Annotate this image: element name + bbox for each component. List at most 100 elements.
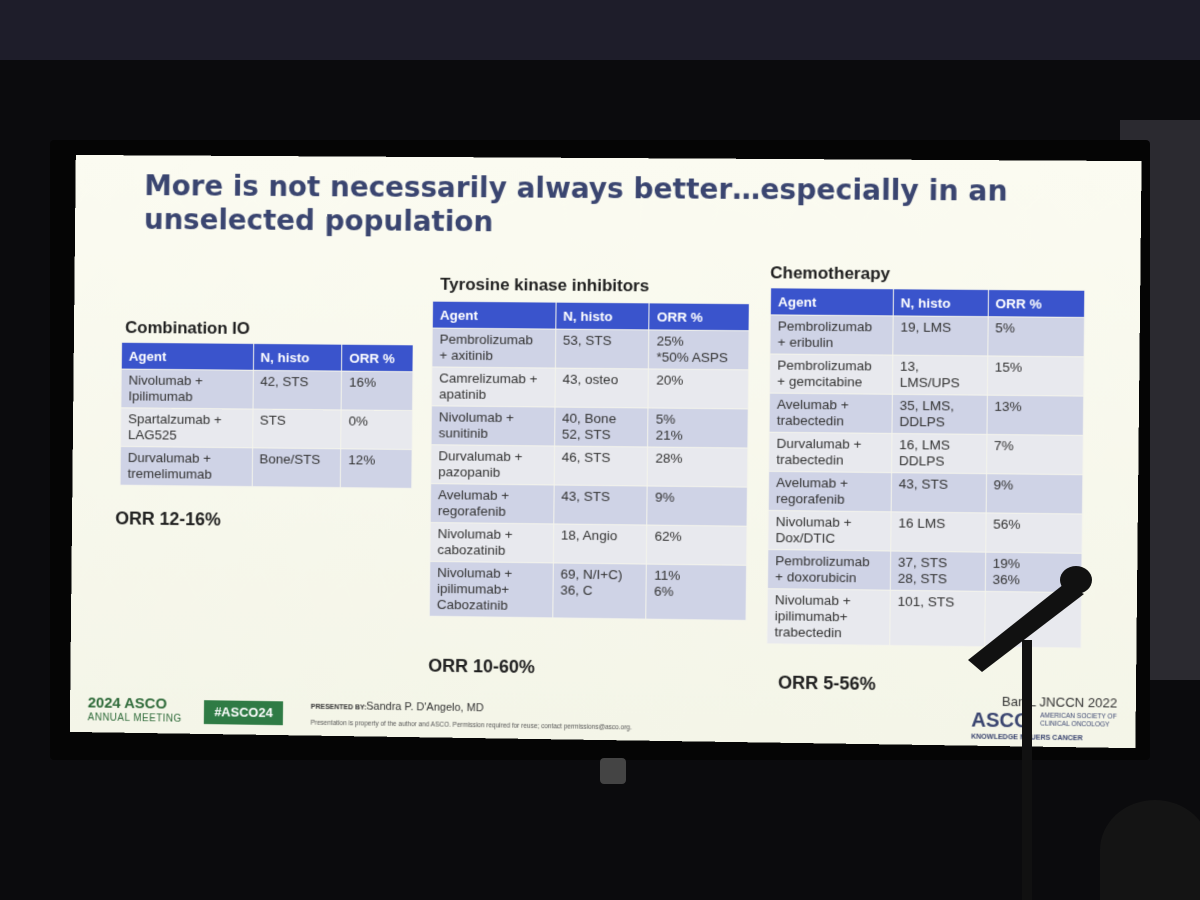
asco-meeting-subtitle: ANNUAL MEETING (88, 712, 182, 724)
asco-logo: ASCO (971, 709, 1030, 733)
table-cell: Durvalumab + tremelimumab (120, 446, 252, 486)
table-header-row: Agent N, histo ORR % (770, 288, 1084, 318)
table-cell (984, 591, 1081, 648)
table-row: Nivolumab + Ipilimumab 42, STS 16% (121, 369, 413, 411)
table-cell: 9% (647, 486, 747, 526)
table-cell: Nivolumab + ipilimumab+ trabectedin (767, 589, 890, 646)
table-row: Nivolumab + Dox/DTIC 16 LMS 56% (768, 510, 1083, 553)
table-row: Spartalzumab + LAG525 STS 0% (120, 408, 412, 450)
table-header-row: Agent N, histo ORR % (121, 342, 413, 371)
table-cell: 7% (986, 434, 1083, 474)
table-row: Durvalumab + tremelimumab Bone/STS 12% (120, 446, 412, 488)
table-row: Pembrolizumab + eribulin 19, LMS 5% (770, 315, 1085, 357)
citation: Ban L JNCCN 2022 (1002, 694, 1118, 711)
chemo-table: Agent N, histo ORR % Pembrolizumab + eribu… (766, 287, 1085, 648)
audience-head (1100, 800, 1200, 900)
table-row: Pembrolizumab + doxorubicin 37, STS 28, S… (767, 550, 1082, 593)
asco-tagline: KNOWLEDGE NQUERS CANCER (971, 734, 1083, 743)
table-cell: Bone/STS (252, 448, 341, 488)
table-cell: Pembrolizumab + doxorubicin (767, 550, 890, 591)
table-row: Nivolumab + ipilimumab+ trabectedin 101, … (767, 589, 1082, 648)
table-cell: 19% 36% (985, 552, 1082, 592)
table-row: Pembrolizumab + axitinib 53, STS 25% *50% … (432, 328, 749, 370)
table-cell: Pembrolizumab + axitinib (432, 328, 556, 368)
column-header: ORR % (649, 303, 749, 331)
combo-io-label: Combination IO (125, 318, 250, 339)
table-cell: Pembrolizumab + gemcitabine (769, 354, 892, 394)
table-cell: 18, Angio (553, 524, 647, 564)
table-cell: Nivolumab + sunitinib (431, 406, 555, 446)
table-cell: 20% (648, 369, 748, 409)
table-cell: 11% 6% (646, 564, 746, 620)
table-cell: 62% (647, 525, 747, 565)
table-cell: 25% *50% ASPS (649, 330, 749, 370)
combo-io-table: Agent N, histo ORR % Nivolumab + Ipilimuma… (120, 342, 414, 489)
table-cell: 42, STS (253, 370, 342, 410)
table-cell: Avelumab + regorafenib (768, 471, 891, 512)
table-row: Avelumab + regorafenib 43, STS 9% (768, 471, 1083, 514)
table-row: Durvalumab + pazopanib 46, STS 28% (431, 445, 748, 487)
table-cell: 13% (987, 395, 1084, 435)
table-cell: 16, LMS DDLPS (891, 433, 986, 473)
combo-io-summary: ORR 12-16% (115, 508, 221, 530)
disclaimer: Presentation is property of the author a… (311, 720, 632, 732)
table-cell: Nivolumab + ipilimumab+ Cabozatinib (429, 561, 553, 617)
hashtag-badge: #ASCO24 (204, 700, 283, 725)
table-cell: 101, STS (890, 590, 985, 647)
table-cell: Camrelizumab + apatinib (431, 367, 555, 407)
podium-lamp (600, 758, 626, 784)
table-cell: 5% (987, 317, 1084, 357)
presented-by-label: PRESENTED BY: (311, 704, 367, 712)
asco-meeting-logo: 2024 ASCO (88, 695, 167, 713)
table-row: Nivolumab + ipilimumab+ Cabozatinib 69, N… (429, 561, 746, 620)
table-cell: 53, STS (555, 329, 649, 369)
table-row: Camrelizumab + apatinib 43, osteo 20% (431, 367, 748, 409)
table-cell: Durvalumab + pazopanib (431, 445, 555, 485)
table-row: Pembrolizumab + gemcitabine 13, LMS/UPS 15… (769, 354, 1084, 396)
table-cell: 5% 21% (648, 408, 748, 448)
table-cell: 56% (985, 513, 1082, 553)
table-cell: 16 LMS (891, 512, 986, 552)
presenter-name: Sandra P. D'Angelo, MD (366, 701, 483, 715)
table-cell: 43, osteo (555, 368, 649, 408)
table-cell: 46, STS (554, 446, 648, 486)
column-header: N, histo (893, 289, 988, 317)
tki-summary: ORR 10-60% (428, 656, 535, 678)
table-cell: 28% (648, 447, 748, 487)
table-row: Avelumab + regorafenib 43, STS 9% (430, 484, 747, 527)
column-header: ORR % (988, 290, 1085, 318)
table-cell: Pembrolizumab + eribulin (770, 315, 893, 355)
slide-title: More is not necessarily always better…es… (144, 169, 1044, 243)
table-cell: Nivolumab + Dox/DTIC (768, 510, 891, 551)
column-header: N, histo (556, 302, 650, 330)
table-cell: Durvalumab + trabectedin (769, 432, 892, 472)
asco-org-name: AMERICAN SOCIETY OF CLINICAL ONCOLOGY (1040, 712, 1121, 729)
table-cell: 13, LMS/UPS (892, 355, 987, 395)
tki-table: Agent N, histo ORR % Pembrolizumab + axiti… (429, 301, 750, 621)
table-cell: 40, Bone 52, STS (554, 407, 648, 447)
table-header-row: Agent N, histo ORR % (432, 301, 749, 331)
column-header: N, histo (253, 343, 342, 371)
table-row: Avelumab + trabectedin 35, LMS, DDLPS 13% (769, 393, 1084, 435)
table-cell: Nivolumab + cabozatinib (430, 523, 554, 563)
table-row: Nivolumab + cabozatinib 18, Angio 62% (430, 523, 747, 566)
presentation-slide: More is not necessarily always better…es… (70, 155, 1142, 748)
table-cell: 15% (987, 356, 1084, 396)
column-header: Agent (121, 342, 253, 370)
table-cell: Nivolumab + Ipilimumab (121, 369, 253, 409)
table-cell: 37, STS 28, STS (890, 551, 985, 591)
chemo-label: Chemotherapy (770, 263, 890, 284)
table-cell: Spartalzumab + LAG525 (120, 408, 252, 448)
table-cell: 35, LMS, DDLPS (892, 394, 987, 434)
table-cell: Avelumab + trabectedin (769, 393, 892, 433)
room-ceiling (0, 0, 1200, 60)
tki-label: Tyrosine kinase inhibitors (440, 275, 649, 297)
table-cell: 16% (341, 371, 412, 411)
table-cell: 12% (341, 449, 412, 489)
table-cell: 19, LMS (893, 316, 988, 356)
table-cell: 43, STS (891, 473, 986, 513)
table-cell: Avelumab + regorafenib (430, 484, 554, 524)
table-cell: 9% (986, 474, 1083, 514)
column-header: Agent (432, 301, 556, 329)
table-row: Durvalumab + trabectedin 16, LMS DDLPS 7% (769, 432, 1084, 475)
